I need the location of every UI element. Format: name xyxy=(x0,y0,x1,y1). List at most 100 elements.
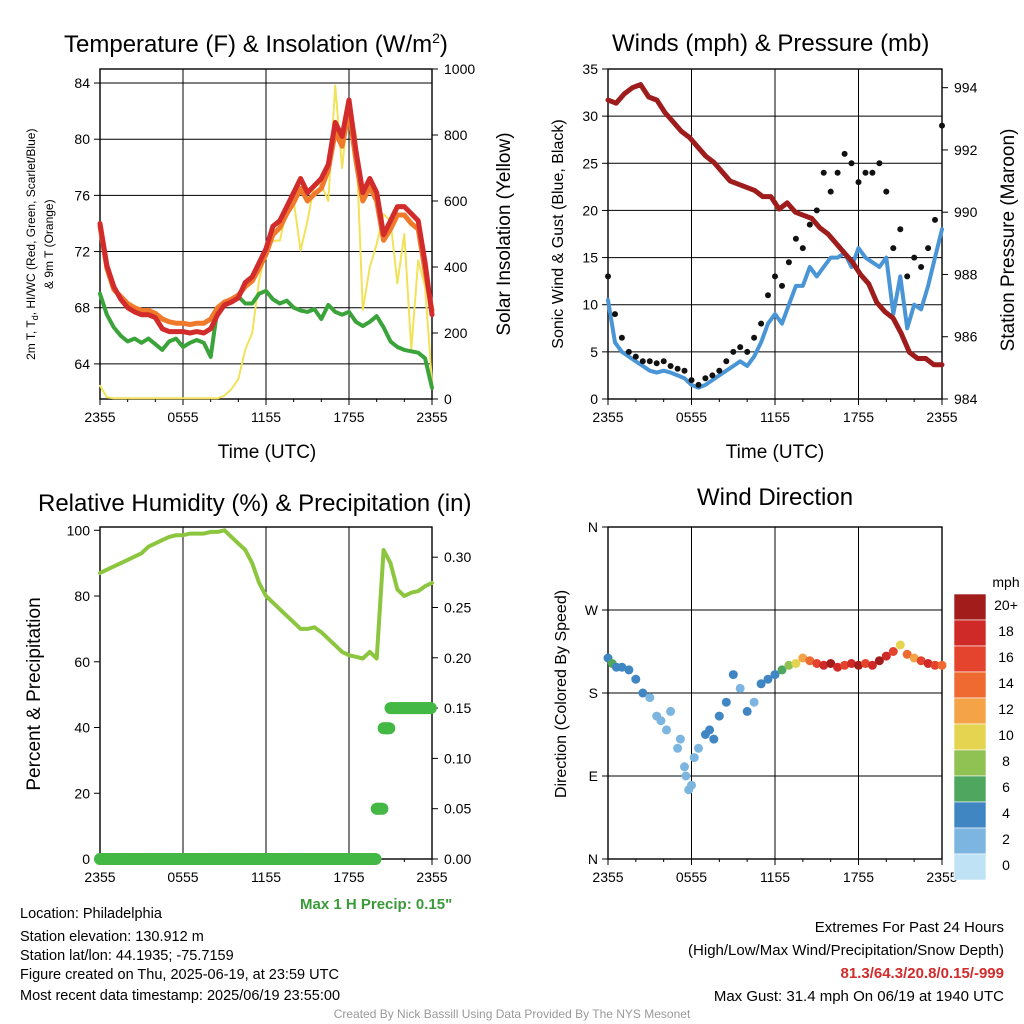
wind-y2-tick-label: 990 xyxy=(954,204,978,220)
wind-y-tick-label: 20 xyxy=(582,202,598,218)
rh-x-tick-label: 0555 xyxy=(167,869,198,885)
wind-chart-title: Winds (mph) & Pressure (mb) xyxy=(612,30,930,57)
gust-point xyxy=(918,264,925,270)
wind-direction-point xyxy=(861,659,870,668)
wind-direction-point xyxy=(645,693,655,703)
wind-direction-point xyxy=(675,734,685,744)
gust-point xyxy=(667,363,674,369)
gust-point xyxy=(827,188,834,195)
colorbar-label: 0 xyxy=(1002,857,1010,873)
wind-y-tick-label: 10 xyxy=(582,297,598,313)
colorbar-swatch xyxy=(953,801,987,829)
rh-y-tick-label: 20 xyxy=(74,785,90,801)
temp-y2-tick-label: 800 xyxy=(444,127,468,143)
temp-y-tick-label: 64 xyxy=(74,356,90,372)
wind-direction-point xyxy=(656,716,666,726)
rh-y2-tick-label: 0.30 xyxy=(444,549,471,565)
gust-point xyxy=(625,348,632,355)
temp-y2-tick-label: 1000 xyxy=(444,61,475,77)
gust-point xyxy=(813,207,820,214)
dir-y-tick-label: N xyxy=(588,519,598,535)
colorbar-swatch xyxy=(953,645,987,673)
dir-y-tick-label: N xyxy=(588,851,598,867)
wind-direction-point xyxy=(681,771,691,781)
gust-point xyxy=(932,216,938,223)
gust-point xyxy=(820,169,827,176)
colorbar-label: 4 xyxy=(1002,805,1010,821)
colorbar-swatch xyxy=(953,827,987,855)
gust-point xyxy=(848,160,855,167)
rh-series-line xyxy=(98,528,434,661)
wind-x-tick-label: 2355 xyxy=(592,409,623,425)
wind-direction-point xyxy=(705,725,715,735)
gust-point xyxy=(876,160,883,167)
temp-x-tick-label: 1155 xyxy=(251,409,281,425)
wind-direction-point xyxy=(749,697,759,707)
gust-point xyxy=(792,235,799,242)
gust-point xyxy=(890,245,897,252)
wind-direction-point xyxy=(867,660,877,670)
wind-direction-point xyxy=(937,660,947,670)
location-text: Location: Philadelphia xyxy=(20,906,162,922)
colorbar-label: 18 xyxy=(998,623,1014,639)
recent-data-text: Most recent data timestamp: 2025/06/19 2… xyxy=(20,988,341,1004)
rh-x-tick-label: 1155 xyxy=(251,869,281,885)
wind-direction-point xyxy=(909,653,919,663)
gust-point xyxy=(925,245,932,252)
wind-direction-point xyxy=(819,660,829,670)
extremes-subtitle: (High/Low/Max Wind/Precipitation/Snow De… xyxy=(688,942,1004,959)
gust-point xyxy=(744,348,751,355)
colorbar-swatch xyxy=(953,749,987,777)
temp-y-tick-label: 84 xyxy=(74,75,90,91)
created-text: Figure created on Thu, 2025-06-19, at 23… xyxy=(20,967,339,983)
wind-direction-point xyxy=(617,662,627,672)
wind-y-tick-label: 15 xyxy=(582,250,598,266)
wind-direction-point xyxy=(826,659,836,668)
wind-direction-point xyxy=(923,659,933,668)
colorbar-label: 16 xyxy=(998,649,1014,665)
gust-point xyxy=(904,273,911,280)
wind-direction-point xyxy=(847,659,856,668)
wind-direction-point xyxy=(881,651,891,661)
wind-direction-point xyxy=(874,656,884,666)
dir-x-tick-label: 2355 xyxy=(926,869,957,885)
dir-y-tick-label: E xyxy=(589,768,598,784)
wind-y2-tick-label: 984 xyxy=(954,391,978,407)
wind-direction-point xyxy=(840,660,850,670)
temp-y-tick-label: 76 xyxy=(74,187,90,203)
temp-x-tick-label: 2355 xyxy=(84,409,115,425)
wind-x-tick-label: 0555 xyxy=(676,409,707,425)
pressure-series-line xyxy=(605,82,945,368)
rh-y-tick-label: 100 xyxy=(67,522,91,538)
gust-point xyxy=(646,358,653,365)
wind-direction-point xyxy=(895,640,905,650)
colorbar-swatch xyxy=(953,853,987,881)
rh-x-tick-label: 2355 xyxy=(416,869,447,885)
rh-y2-tick-label: 0.10 xyxy=(444,750,471,766)
dir-y-axis-label: Direction (Colored By Speed) xyxy=(553,590,570,798)
colorbar-swatch xyxy=(953,593,987,621)
precip-point xyxy=(376,802,389,815)
dir-x-tick-label: 2355 xyxy=(592,869,623,885)
credit-text: Created By Nick Bassill Using Data Provi… xyxy=(333,1007,691,1021)
wind-direction-point xyxy=(930,660,940,670)
gust-point xyxy=(841,150,848,157)
colorbar-label: 14 xyxy=(998,675,1014,691)
temp-y-axis-label: 2m T, Td, HI/WC (Red, Green, Scarlet/Blu… xyxy=(23,128,57,360)
latlon-text: Station lat/lon: 44.1935; -75.7159 xyxy=(20,948,234,964)
wind-x-tick-label: 1155 xyxy=(760,409,790,425)
gust-point xyxy=(897,226,904,233)
wind-direction-point xyxy=(680,762,689,772)
gust-point xyxy=(855,179,862,186)
rh-y2-tick-label: 0.20 xyxy=(444,650,471,666)
colorbar-swatch xyxy=(953,697,987,725)
wind-direction-point xyxy=(631,674,641,684)
rh-y2-tick-label: 0.00 xyxy=(444,851,471,867)
precip-max-note: Max 1 H Precip: 0.15" xyxy=(300,896,453,913)
gust-point xyxy=(723,358,730,365)
wind-direction-point xyxy=(791,659,801,668)
dir-y-tick-label: S xyxy=(589,685,598,701)
wind-y-tick-label: 25 xyxy=(582,155,598,171)
wind-direction-point xyxy=(888,647,898,656)
wind-y-axis-label: Sonic Wind & Gust (Blue, Black) xyxy=(550,119,567,348)
